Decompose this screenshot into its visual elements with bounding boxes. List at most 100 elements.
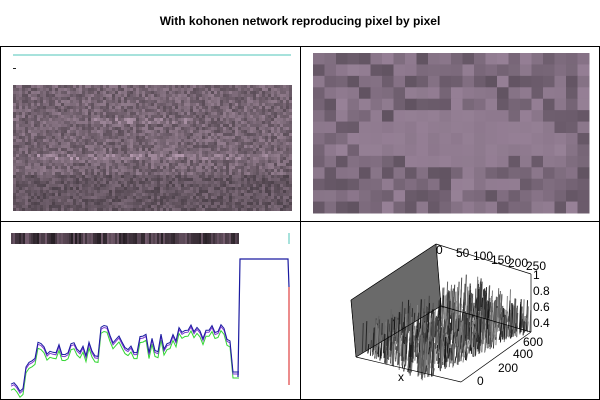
- grid-cell: [566, 75, 578, 88]
- image-pixel: [112, 181, 115, 184]
- image-pixel: [265, 190, 268, 193]
- image-pixel: [154, 202, 157, 205]
- image-pixel: [199, 115, 202, 118]
- image-pixel: [229, 193, 232, 196]
- image-pixel: [241, 166, 244, 169]
- image-pixel: [55, 130, 58, 133]
- image-pixel: [238, 157, 241, 160]
- image-pixel: [106, 112, 109, 115]
- image-pixel: [46, 169, 49, 172]
- image-pixel: [31, 193, 34, 196]
- image-pixel: [271, 166, 274, 169]
- image-pixel: [79, 112, 82, 115]
- image-pixel: [283, 190, 286, 193]
- image-pixel: [13, 115, 16, 118]
- image-pixel: [52, 124, 55, 127]
- image-pixel: [148, 94, 151, 97]
- image-pixel: [148, 193, 151, 196]
- image-pixel: [100, 157, 103, 160]
- image-pixel: [76, 148, 79, 151]
- image-pixel: [94, 187, 97, 190]
- image-pixel: [43, 169, 46, 172]
- image-pixel: [112, 97, 115, 100]
- image-pixel: [205, 97, 208, 100]
- image-pixel: [58, 181, 61, 184]
- image-pixel: [277, 175, 280, 178]
- image-pixel: [82, 121, 85, 124]
- image-pixel: [289, 145, 292, 148]
- image-pixel: [226, 121, 229, 124]
- image-pixel: [250, 136, 253, 139]
- image-pixel: [244, 130, 247, 133]
- image-pixel: [274, 175, 277, 178]
- image-pixel: [175, 91, 178, 94]
- image-pixel: [223, 118, 226, 121]
- image-pixel: [205, 187, 208, 190]
- image-pixel: [151, 169, 154, 172]
- image-pixel: [169, 130, 172, 133]
- image-pixel: [226, 181, 229, 184]
- stripe-cell: [27, 233, 29, 244]
- image-pixel: [115, 85, 118, 88]
- image-pixel: [97, 118, 100, 121]
- image-pixel: [73, 187, 76, 190]
- image-pixel: [157, 163, 160, 166]
- image-pixel: [184, 187, 187, 190]
- image-pixel: [61, 157, 64, 160]
- image-pixel: [100, 163, 103, 166]
- image-pixel: [280, 121, 283, 124]
- image-pixel: [70, 193, 73, 196]
- surface-spike: [463, 283, 466, 314]
- image-pixel: [55, 154, 58, 157]
- image-pixel: [256, 190, 259, 193]
- image-pixel: [133, 202, 136, 205]
- image-pixel: [28, 112, 31, 115]
- image-pixel: [97, 109, 100, 112]
- image-pixel: [76, 142, 79, 145]
- image-pixel: [58, 178, 61, 181]
- image-pixel: [37, 88, 40, 91]
- image-pixel: [124, 121, 127, 124]
- image-pixel: [148, 178, 151, 181]
- image-pixel: [103, 121, 106, 124]
- image-pixel: [133, 196, 136, 199]
- image-pixel: [19, 199, 22, 202]
- image-pixel: [172, 148, 175, 151]
- surface-spike: [447, 347, 450, 362]
- image-pixel: [31, 97, 34, 100]
- image-pixel: [52, 154, 55, 157]
- image-pixel: [115, 121, 118, 124]
- image-pixel: [121, 133, 124, 136]
- image-pixel: [109, 133, 112, 136]
- image-pixel: [109, 181, 112, 184]
- image-pixel: [253, 202, 256, 205]
- grid-cell: [485, 121, 498, 134]
- image-pixel: [40, 184, 43, 187]
- surface-spike: [415, 347, 418, 356]
- image-pixel: [259, 190, 262, 193]
- image-pixel: [211, 106, 214, 109]
- image-pixel: [142, 157, 145, 160]
- image-pixel: [100, 85, 103, 88]
- image-pixel: [70, 157, 73, 160]
- image-pixel: [88, 103, 91, 106]
- grid-cell: [497, 64, 509, 77]
- image-pixel: [220, 190, 223, 193]
- grid-cell: [485, 98, 498, 111]
- image-pixel: [37, 178, 40, 181]
- image-pixel: [97, 202, 100, 205]
- image-pixel: [37, 187, 40, 190]
- image-pixel: [52, 139, 55, 142]
- image-pixel: [199, 112, 202, 115]
- image-pixel: [130, 127, 133, 130]
- image-pixel: [16, 205, 19, 208]
- image-pixel: [82, 196, 85, 199]
- image-pixel: [97, 193, 100, 196]
- image-pixel: [217, 100, 220, 103]
- image-pixel: [70, 163, 73, 166]
- image-pixel: [28, 178, 31, 181]
- grid-cell: [393, 121, 406, 134]
- stripe-cell: [69, 233, 71, 244]
- image-pixel: [67, 139, 70, 142]
- stripe-cell: [237, 233, 239, 244]
